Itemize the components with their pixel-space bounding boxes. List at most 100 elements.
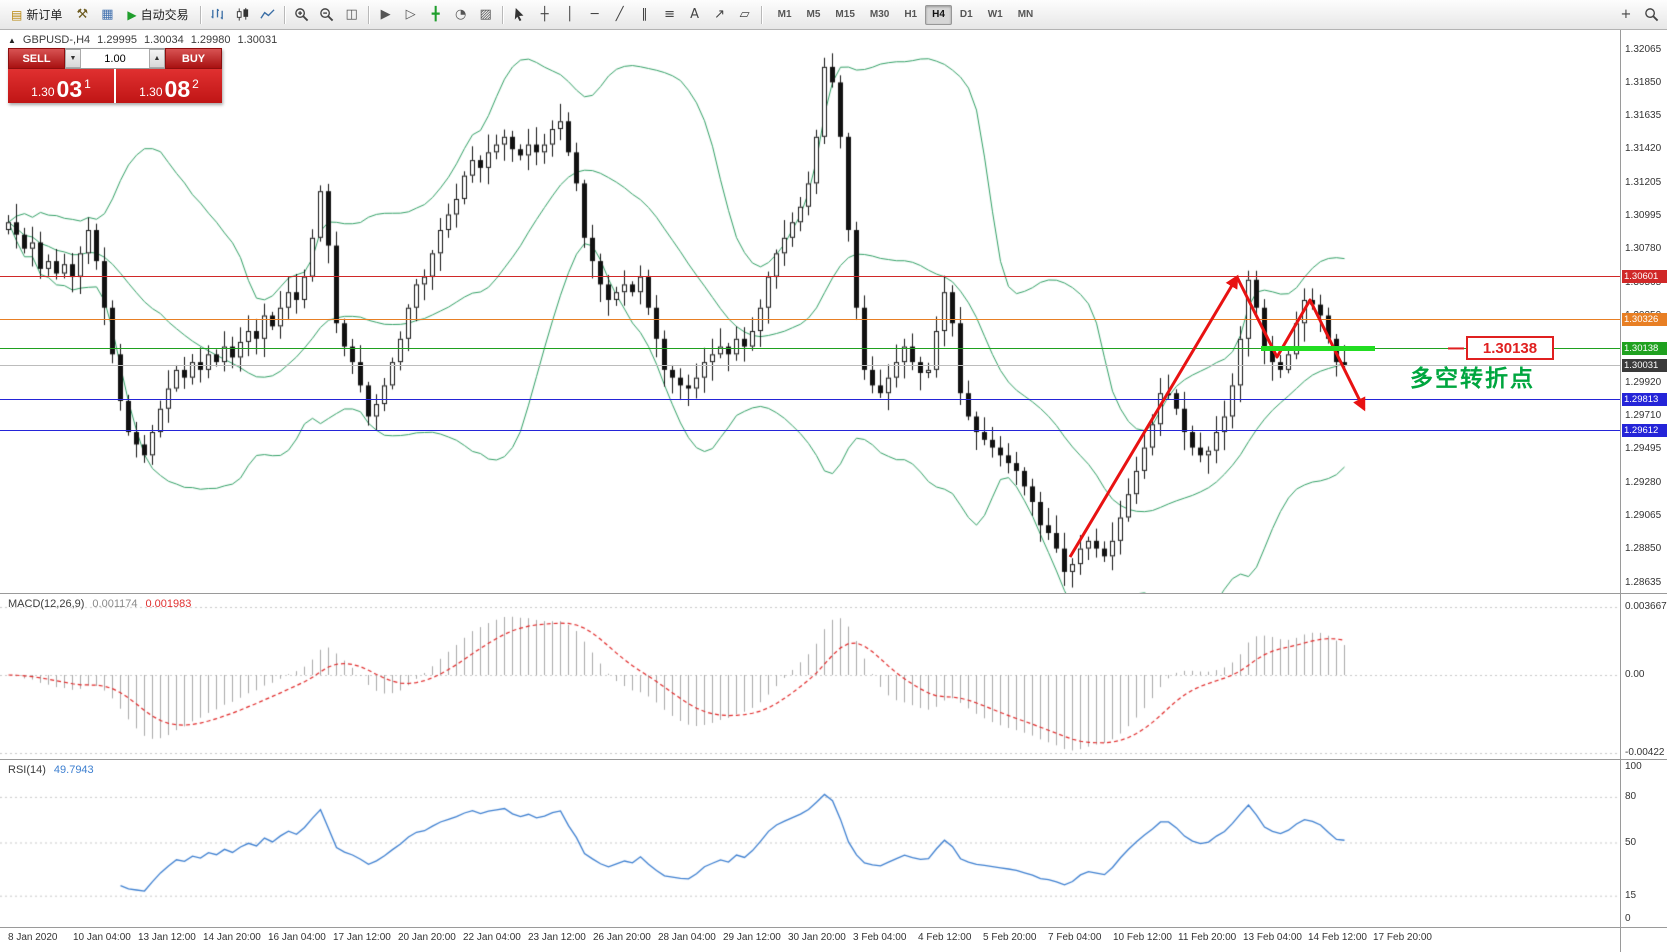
price-tag-1.29612: 1.29612 xyxy=(1622,424,1667,437)
fibonacci-icon[interactable]: ≡ xyxy=(658,3,682,27)
indicators-icon[interactable]: ⚒ xyxy=(70,3,94,27)
price-tag-1.30326: 1.30326 xyxy=(1622,313,1667,326)
channel-icon[interactable]: ∥ xyxy=(633,3,657,27)
buy-price-button[interactable]: 1.30 08 2 xyxy=(116,69,222,103)
cursor-icon[interactable] xyxy=(508,3,532,27)
rsi-axis-label: 100 xyxy=(1625,761,1642,772)
panel-separator[interactable] xyxy=(0,759,1667,760)
price-tag-1.30601: 1.30601 xyxy=(1622,270,1667,283)
chart-shift-icon[interactable]: ▷ xyxy=(399,3,423,27)
one-click-trading-panel: SELL ▼ ▲ BUY 1.30 03 1 1.30 08 2 xyxy=(8,48,222,103)
ohlc-high: 1.30034 xyxy=(143,34,184,46)
line-chart-icon[interactable] xyxy=(256,3,280,27)
toolbar-separator xyxy=(283,5,286,24)
bar-chart-icon[interactable] xyxy=(206,3,230,27)
collapse-trade-panel-icon[interactable]: ▲ xyxy=(8,35,16,45)
timeframe-h4[interactable]: H4 xyxy=(925,4,952,25)
timeframe-m15[interactable]: M15 xyxy=(828,5,861,25)
zoom-in-icon[interactable] xyxy=(290,3,314,27)
price-scale-separator xyxy=(1620,30,1621,952)
add-indicator-icon[interactable]: ╋ xyxy=(424,3,448,27)
time-axis-label: 13 Jan 12:00 xyxy=(138,932,196,943)
lot-size-input[interactable] xyxy=(81,49,149,68)
time-axis-label: 11 Feb 20:00 xyxy=(1178,932,1237,943)
panel-separator[interactable] xyxy=(0,927,1667,928)
time-axis-label: 10 Feb 12:00 xyxy=(1113,932,1172,943)
buy-price-base: 1.30 xyxy=(139,85,163,99)
hline-icon: ─ xyxy=(590,7,599,22)
rsi-axis-label: 50 xyxy=(1625,837,1637,848)
chart-window-icon: ▦ xyxy=(101,7,114,22)
search-icon[interactable] xyxy=(1639,3,1663,27)
add-icon[interactable]: + xyxy=(1614,3,1638,27)
rsi-axis-label: 0 xyxy=(1625,913,1631,924)
vertical-line-icon[interactable]: │ xyxy=(558,3,582,27)
buy-button[interactable]: BUY xyxy=(165,48,222,69)
horizontal-line-icon[interactable]: ─ xyxy=(583,3,607,27)
price-axis-label: 1.32065 xyxy=(1625,43,1662,55)
price-label-callout[interactable]: 1.30138 xyxy=(1466,336,1554,360)
rsi-canvas[interactable] xyxy=(0,761,1620,925)
autoscroll-icon: ▶ xyxy=(380,7,391,22)
arrows-tool-icon[interactable]: ↗ xyxy=(708,3,732,27)
sell-price-button[interactable]: 1.30 03 1 xyxy=(8,69,114,103)
time-axis-label: 14 Feb 12:00 xyxy=(1308,932,1367,943)
sell-button[interactable]: SELL xyxy=(8,48,65,69)
hammer-icon: ⚒ xyxy=(76,7,89,22)
price-tag-1.29813: 1.29813 xyxy=(1622,393,1667,406)
lot-increase-button[interactable]: ▲ xyxy=(149,49,165,68)
add-ind-icon: ╋ xyxy=(431,7,440,22)
macd-canvas[interactable] xyxy=(0,595,1620,759)
macd-title: MACD(12,26,9) xyxy=(8,598,85,610)
auto-scroll-icon[interactable]: ▶ xyxy=(374,3,398,27)
new-order-button-label: 新订单 xyxy=(26,8,63,22)
text-tool-icon[interactable]: A xyxy=(683,3,707,27)
candlestick-chart-icon[interactable] xyxy=(231,3,255,27)
timeframe-w1[interactable]: W1 xyxy=(981,5,1010,25)
timeframe-d1[interactable]: D1 xyxy=(953,5,980,25)
shift-icon: ▷ xyxy=(405,7,416,22)
timeframe-m5[interactable]: M5 xyxy=(800,5,828,25)
main-toolbar: ▤ 新订单 ⚒ ▦ ▶ 自动交易 ◫ ▶ ▷ ╋ ◔ ▨ ┼ │ ─ ╱ ∥ ≡ A ↗ ▱ M1 M5 M15 M30 H1 H4… xyxy=(0,0,1667,30)
period-icon[interactable]: ◔ xyxy=(449,3,473,27)
new-chart-icon[interactable]: ▦ xyxy=(95,3,119,27)
symbol-title: GBPUSD-,H4 xyxy=(22,34,91,46)
shapes-icon: ▱ xyxy=(739,7,750,22)
panel-separator[interactable] xyxy=(0,593,1667,594)
autotrading-button[interactable]: ▶ 自动交易 xyxy=(120,3,195,27)
time-axis-label: 7 Feb 04:00 xyxy=(1048,932,1102,943)
autotrading-button-label: 自动交易 xyxy=(140,8,189,22)
price-axis-label: 1.29920 xyxy=(1625,376,1662,388)
price-axis-label: 1.30565 xyxy=(1625,276,1662,288)
tile-icon: ◫ xyxy=(345,7,358,22)
timeframe-mn[interactable]: MN xyxy=(1011,5,1041,25)
annotation-text-note[interactable]: 多空转折点 xyxy=(1410,365,1535,391)
crosshair-icon: ┼ xyxy=(540,7,549,22)
lot-size-box: ▼ ▲ xyxy=(65,48,165,69)
price-axis-label: 1.28850 xyxy=(1625,543,1662,555)
lot-decrease-button[interactable]: ▼ xyxy=(65,49,81,68)
time-axis-label: 30 Jan 20:00 xyxy=(788,932,846,943)
time-axis-label: 16 Jan 04:00 xyxy=(268,932,326,943)
search-icon xyxy=(1644,7,1659,22)
shapes-tool-icon[interactable]: ▱ xyxy=(733,3,757,27)
price-axis-label: 1.30995 xyxy=(1625,210,1662,222)
crosshair-icon[interactable]: ┼ xyxy=(533,3,557,27)
timeframe-h1[interactable]: H1 xyxy=(897,5,924,25)
template-icon[interactable]: ▨ xyxy=(474,3,498,27)
timeframe-m30[interactable]: M30 xyxy=(863,5,896,25)
price-tag-1.30031: 1.30031 xyxy=(1622,359,1667,372)
clock-icon: ◔ xyxy=(454,7,467,22)
price-chart-canvas[interactable] xyxy=(0,30,1620,593)
tile-windows-icon[interactable]: ◫ xyxy=(340,3,364,27)
toolbar-separator xyxy=(199,5,202,24)
new-order-button[interactable]: ▤ 新订单 xyxy=(4,3,69,27)
timeframe-m1[interactable]: M1 xyxy=(771,5,799,25)
linechart-icon xyxy=(260,7,275,22)
zoom-out-icon[interactable] xyxy=(315,3,339,27)
rsi-axis-label: 15 xyxy=(1625,890,1637,901)
buy-price-pips: 08 xyxy=(164,76,191,102)
sell-price-pips: 03 xyxy=(56,76,83,102)
trendline-icon[interactable]: ╱ xyxy=(608,3,632,27)
candles-icon xyxy=(235,7,250,22)
